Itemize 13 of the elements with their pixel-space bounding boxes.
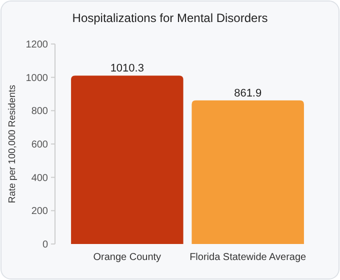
- y-tick-label: 600: [31, 140, 48, 150]
- x-tick-label: Florida Statewide Average: [190, 252, 307, 263]
- data-label: 1010.3: [110, 62, 144, 75]
- y-tick-label: 0: [42, 240, 48, 250]
- y-tick-label: 800: [31, 106, 48, 118]
- data-label: 861.9: [234, 87, 262, 100]
- y-tick-label: 400: [31, 172, 48, 184]
- x-tick-label: Orange County: [93, 252, 162, 263]
- y-tick-label: 200: [31, 206, 48, 218]
- y-tick-label: 1200: [26, 40, 48, 50]
- chart-title: Hospitalizations for Mental Disorders: [72, 11, 268, 25]
- y-tick-label: 1000: [26, 72, 48, 84]
- y-axis-title: Rate per 100,000 Residents: [7, 84, 18, 204]
